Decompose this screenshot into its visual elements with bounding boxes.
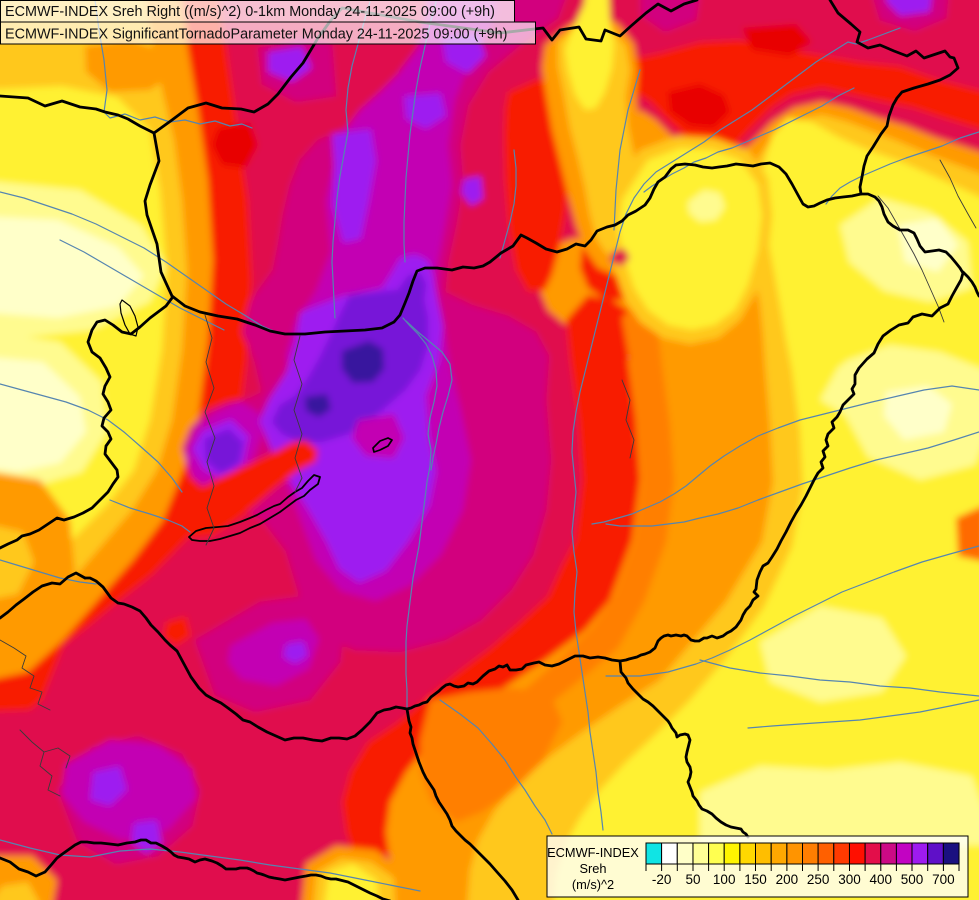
svg-text:300: 300 <box>838 872 861 887</box>
svg-text:400: 400 <box>870 872 893 887</box>
svg-text:100: 100 <box>713 872 736 887</box>
svg-text:500: 500 <box>901 872 924 887</box>
svg-text:ECMWF-INDEX Sreh Right ((m/s)^: ECMWF-INDEX Sreh Right ((m/s)^2) 0-1km M… <box>5 4 495 20</box>
svg-text:150: 150 <box>744 872 767 887</box>
svg-text:-20: -20 <box>652 872 672 887</box>
svg-text:Sreh: Sreh <box>579 861 606 876</box>
svg-text:ECMWF-INDEX: ECMWF-INDEX <box>547 845 639 860</box>
svg-text:700: 700 <box>932 872 955 887</box>
svg-text:(m/s)^2: (m/s)^2 <box>572 877 614 892</box>
svg-text:250: 250 <box>807 872 830 887</box>
svg-text:200: 200 <box>776 872 799 887</box>
svg-text:ECMWF-INDEX SignificantTornado: ECMWF-INDEX SignificantTornadoParameter … <box>5 27 507 43</box>
svg-text:50: 50 <box>685 872 700 887</box>
